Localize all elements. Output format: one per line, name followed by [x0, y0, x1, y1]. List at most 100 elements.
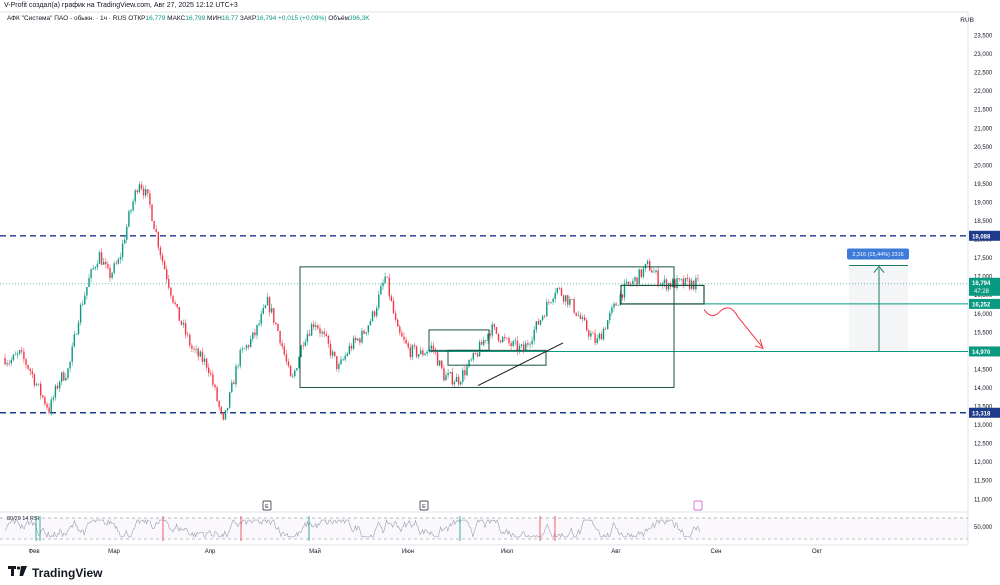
candle-body	[649, 261, 651, 271]
candle-body	[63, 372, 65, 381]
candle-body	[315, 325, 317, 327]
candle-body	[166, 269, 168, 280]
y-tick-label: 23,500	[974, 34, 993, 40]
candle-body	[665, 279, 668, 290]
candle-body	[462, 370, 464, 382]
candle-body	[14, 354, 17, 356]
candle-body	[115, 263, 117, 265]
trend-line	[477, 342, 564, 387]
candle-body	[147, 189, 149, 194]
candle-body	[96, 263, 99, 268]
candle-body	[178, 306, 180, 321]
y-tick-label: 19,500	[974, 182, 993, 188]
candle-body	[75, 334, 78, 335]
chart-credit: V-Profit создал(а) график на TradingView…	[4, 2, 238, 9]
candle-body	[205, 358, 208, 368]
candle-body	[460, 381, 462, 385]
tradingview-brand[interactable]: TradingView	[8, 565, 102, 580]
candle-body	[220, 407, 222, 413]
candle-body	[434, 349, 437, 353]
candle-body	[199, 351, 201, 357]
candle-body	[317, 325, 319, 329]
candle-body	[394, 313, 397, 320]
candle-body	[426, 351, 428, 354]
candle-body	[338, 364, 340, 369]
candle-body	[472, 353, 474, 360]
high-value: 16,799	[185, 15, 206, 22]
symbol-name[interactable]: АФК "Система" ПАО - обыкн. · 1ч · RUS	[7, 15, 127, 22]
candle-body	[300, 345, 302, 358]
y-tick-label: 17,000	[974, 275, 993, 281]
candle-body	[157, 232, 159, 248]
candle-body	[218, 401, 220, 408]
y-tick-label: 15,500	[974, 330, 993, 336]
y-tick-label: 16,000	[974, 312, 993, 318]
symbol-legend[interactable]: АФК "Система" ПАО - обыкн. · 1ч · RUS ОТ…	[7, 15, 370, 22]
candle-body	[308, 333, 311, 336]
candle-body	[126, 226, 128, 240]
candle-body	[149, 193, 151, 205]
candle-body	[695, 278, 697, 290]
candle-body	[140, 184, 143, 189]
volume-value: 396,3K	[348, 15, 370, 22]
candle-body	[71, 346, 73, 362]
candle-body	[340, 359, 342, 365]
candle-body	[617, 305, 619, 306]
candle-body	[239, 349, 241, 366]
candle-body	[579, 315, 582, 319]
last-price-countdown: 47:28	[974, 289, 990, 295]
candle-body	[25, 359, 27, 366]
candle-body	[388, 277, 390, 297]
candle-body	[573, 298, 575, 313]
candle-body	[424, 353, 426, 356]
candle-body	[346, 353, 348, 356]
candle-body	[77, 322, 80, 335]
candle-body	[302, 345, 304, 347]
candle-body	[470, 359, 472, 361]
candle-body	[527, 343, 529, 345]
candle-body	[172, 295, 174, 303]
candle-body	[54, 385, 57, 398]
candle-body	[657, 270, 659, 285]
candle-body	[203, 358, 206, 362]
candle-body	[361, 330, 363, 343]
candle-body	[191, 345, 193, 349]
forecast-arrowhead	[754, 339, 764, 350]
candle-body	[289, 365, 292, 377]
candle-body	[399, 326, 401, 333]
change-value: +0,015 (+0,09%)	[278, 15, 327, 22]
candle-body	[384, 276, 386, 283]
x-tick-label: Сен	[711, 549, 722, 555]
candle-body	[216, 387, 218, 402]
candle-body	[161, 255, 164, 262]
candle-body	[180, 320, 183, 325]
candle-body	[69, 361, 71, 369]
candle-body	[247, 345, 250, 347]
y-tick-label: 14,500	[974, 367, 993, 373]
candle-body	[271, 308, 273, 313]
candle-body	[688, 279, 691, 289]
candle-body	[464, 370, 466, 376]
candle-body	[403, 336, 405, 340]
candle-body	[556, 287, 558, 293]
candle-body	[103, 261, 105, 265]
candle-body	[27, 365, 29, 369]
y-tick-label: 14,000	[974, 386, 993, 392]
candle-body	[539, 319, 542, 325]
candle-body	[667, 283, 670, 290]
candle-body	[342, 359, 344, 361]
candle-body	[105, 261, 107, 265]
earnings-marker	[262, 500, 272, 511]
candle-body	[151, 204, 153, 222]
candle-body	[581, 317, 584, 319]
candle-body	[119, 257, 122, 260]
candle-body	[113, 263, 115, 273]
candle-body	[363, 330, 365, 334]
candle-body	[208, 367, 210, 374]
candle-body	[640, 269, 642, 277]
candle-body	[182, 323, 185, 325]
x-tick-label: Фев	[28, 549, 39, 555]
candle-body	[653, 271, 655, 273]
candle-body	[277, 324, 279, 332]
